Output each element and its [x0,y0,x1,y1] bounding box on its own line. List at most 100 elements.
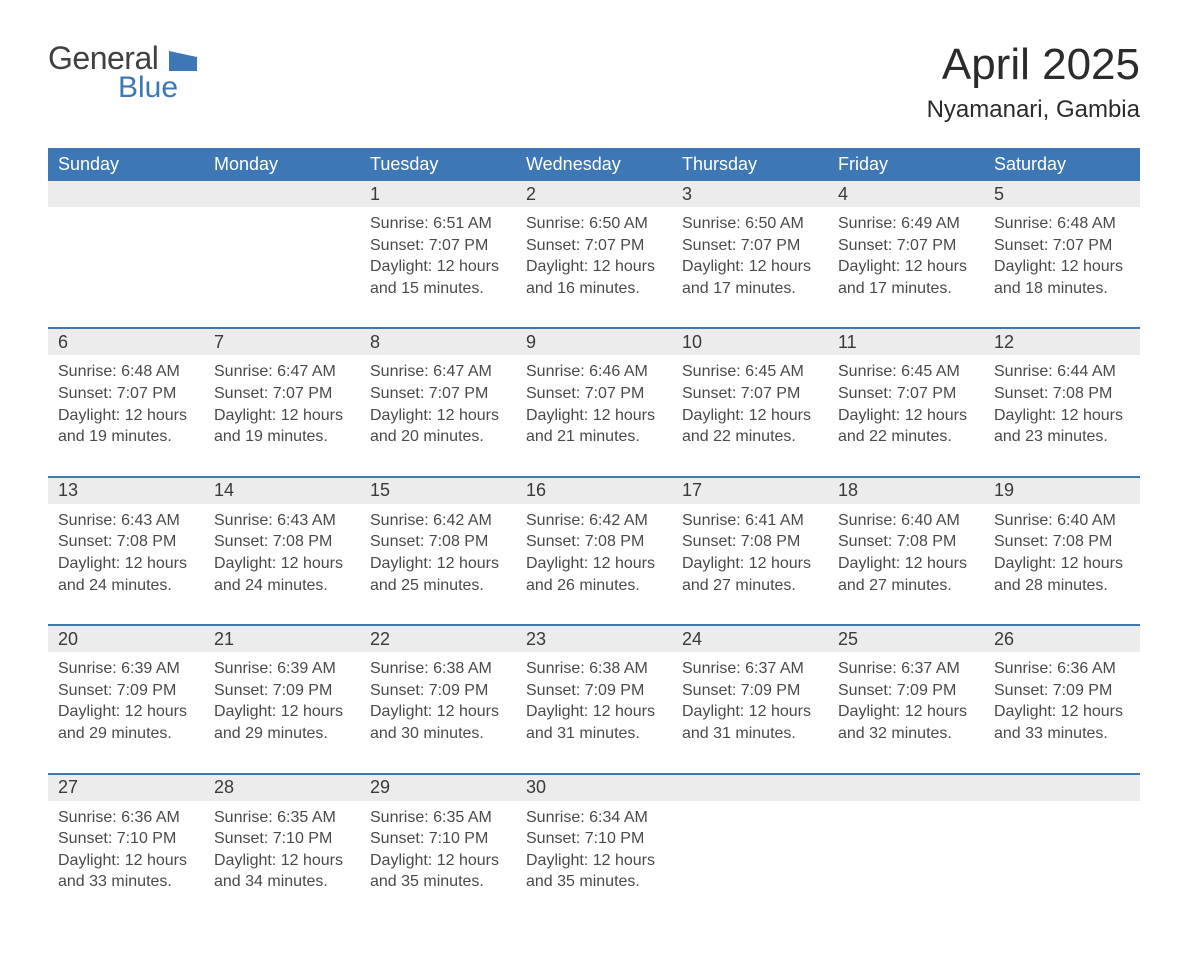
daylight-text: Daylight: 12 hours [58,553,194,575]
sunrise-text: Sunrise: 6:50 AM [526,213,662,235]
weekday-header: Sunday [48,148,204,181]
daylight-text: Daylight: 12 hours [370,256,506,278]
daylight-text: and 22 minutes. [838,426,974,448]
daylight-text: and 16 minutes. [526,278,662,300]
sunset-text: Sunset: 7:10 PM [58,828,194,850]
sunrise-text: Sunrise: 6:48 AM [58,361,194,383]
day-content-cell: Sunrise: 6:37 AMSunset: 7:09 PMDaylight:… [828,652,984,773]
day-number-cell: 25 [828,626,984,652]
daylight-text: and 17 minutes. [682,278,818,300]
day-content-cell: Sunrise: 6:38 AMSunset: 7:09 PMDaylight:… [360,652,516,773]
sunset-text: Sunset: 7:07 PM [58,383,194,405]
daylight-text: Daylight: 12 hours [682,701,818,723]
daylight-text: and 25 minutes. [370,575,506,597]
daylight-text: and 33 minutes. [994,723,1130,745]
daylight-text: Daylight: 12 hours [682,256,818,278]
day-number-cell: 29 [360,775,516,801]
daylight-text: Daylight: 12 hours [526,850,662,872]
sunrise-text: Sunrise: 6:36 AM [994,658,1130,680]
sunrise-text: Sunrise: 6:51 AM [370,213,506,235]
sunset-text: Sunset: 7:07 PM [682,383,818,405]
sunset-text: Sunset: 7:07 PM [682,235,818,257]
daylight-text: Daylight: 12 hours [838,405,974,427]
day-number-cell: 28 [204,775,360,801]
daylight-text: Daylight: 12 hours [58,405,194,427]
day-content-cell: Sunrise: 6:36 AMSunset: 7:09 PMDaylight:… [984,652,1140,773]
daylight-text: Daylight: 12 hours [214,405,350,427]
day-content-cell: Sunrise: 6:35 AMSunset: 7:10 PMDaylight:… [360,801,516,921]
sunset-text: Sunset: 7:08 PM [994,531,1130,553]
day-number-cell: 26 [984,626,1140,652]
sunrise-text: Sunrise: 6:49 AM [838,213,974,235]
sunrise-text: Sunrise: 6:47 AM [370,361,506,383]
sunset-text: Sunset: 7:09 PM [526,680,662,702]
daylight-text: and 15 minutes. [370,278,506,300]
sunrise-text: Sunrise: 6:40 AM [994,510,1130,532]
sunset-text: Sunset: 7:08 PM [682,531,818,553]
daylight-text: Daylight: 12 hours [838,256,974,278]
sunrise-text: Sunrise: 6:38 AM [370,658,506,680]
day-content-cell: Sunrise: 6:37 AMSunset: 7:09 PMDaylight:… [672,652,828,773]
day-content-cell: Sunrise: 6:44 AMSunset: 7:08 PMDaylight:… [984,355,1140,476]
day-content-row: Sunrise: 6:36 AMSunset: 7:10 PMDaylight:… [48,801,1140,921]
daylight-text: and 19 minutes. [214,426,350,448]
daylight-text: Daylight: 12 hours [370,405,506,427]
daylight-text: Daylight: 12 hours [526,701,662,723]
sunrise-text: Sunrise: 6:35 AM [370,807,506,829]
daylight-text: Daylight: 12 hours [994,701,1130,723]
sunset-text: Sunset: 7:07 PM [526,235,662,257]
daylight-text: and 20 minutes. [370,426,506,448]
day-number-cell: 11 [828,329,984,355]
day-content-cell: Sunrise: 6:42 AMSunset: 7:08 PMDaylight:… [516,504,672,625]
day-number-cell: 22 [360,626,516,652]
day-content-cell: Sunrise: 6:43 AMSunset: 7:08 PMDaylight:… [48,504,204,625]
day-content-cell: Sunrise: 6:41 AMSunset: 7:08 PMDaylight:… [672,504,828,625]
day-number-cell: 27 [48,775,204,801]
day-number-cell: 6 [48,329,204,355]
sunrise-text: Sunrise: 6:43 AM [58,510,194,532]
sunrise-text: Sunrise: 6:37 AM [838,658,974,680]
day-number-cell: 14 [204,478,360,504]
sunset-text: Sunset: 7:07 PM [994,235,1130,257]
sunset-text: Sunset: 7:08 PM [214,531,350,553]
day-number-cell: 5 [984,181,1140,207]
day-number-cell: 21 [204,626,360,652]
sunset-text: Sunset: 7:10 PM [214,828,350,850]
daylight-text: Daylight: 12 hours [214,701,350,723]
day-number-cell: 3 [672,181,828,207]
day-number-cell: 9 [516,329,672,355]
day-number-row: 27282930 [48,775,1140,801]
daylight-text: and 26 minutes. [526,575,662,597]
day-number-cell: 10 [672,329,828,355]
sunrise-text: Sunrise: 6:41 AM [682,510,818,532]
location-label: Nyamanari, Gambia [927,96,1140,124]
day-content-cell: Sunrise: 6:49 AMSunset: 7:07 PMDaylight:… [828,207,984,328]
day-content-cell [48,207,204,328]
daylight-text: Daylight: 12 hours [682,405,818,427]
day-number-cell: 17 [672,478,828,504]
day-content-cell: Sunrise: 6:47 AMSunset: 7:07 PMDaylight:… [204,355,360,476]
sunset-text: Sunset: 7:07 PM [526,383,662,405]
sunrise-text: Sunrise: 6:40 AM [838,510,974,532]
day-content-cell: Sunrise: 6:46 AMSunset: 7:07 PMDaylight:… [516,355,672,476]
sunrise-text: Sunrise: 6:34 AM [526,807,662,829]
day-content-row: Sunrise: 6:48 AMSunset: 7:07 PMDaylight:… [48,355,1140,476]
sunrise-text: Sunrise: 6:42 AM [526,510,662,532]
day-number-cell: 16 [516,478,672,504]
sunrise-text: Sunrise: 6:46 AM [526,361,662,383]
day-content-cell: Sunrise: 6:50 AMSunset: 7:07 PMDaylight:… [516,207,672,328]
day-content-cell [984,801,1140,921]
sunrise-text: Sunrise: 6:44 AM [994,361,1130,383]
sunset-text: Sunset: 7:08 PM [370,531,506,553]
daylight-text: Daylight: 12 hours [214,850,350,872]
day-content-cell: Sunrise: 6:39 AMSunset: 7:09 PMDaylight:… [48,652,204,773]
sunrise-text: Sunrise: 6:47 AM [214,361,350,383]
weekday-header: Wednesday [516,148,672,181]
daylight-text: Daylight: 12 hours [370,701,506,723]
day-content-cell [672,801,828,921]
sunrise-text: Sunrise: 6:43 AM [214,510,350,532]
day-number-cell [204,181,360,207]
daylight-text: and 35 minutes. [526,871,662,893]
daylight-text: Daylight: 12 hours [838,553,974,575]
sunrise-text: Sunrise: 6:39 AM [58,658,194,680]
